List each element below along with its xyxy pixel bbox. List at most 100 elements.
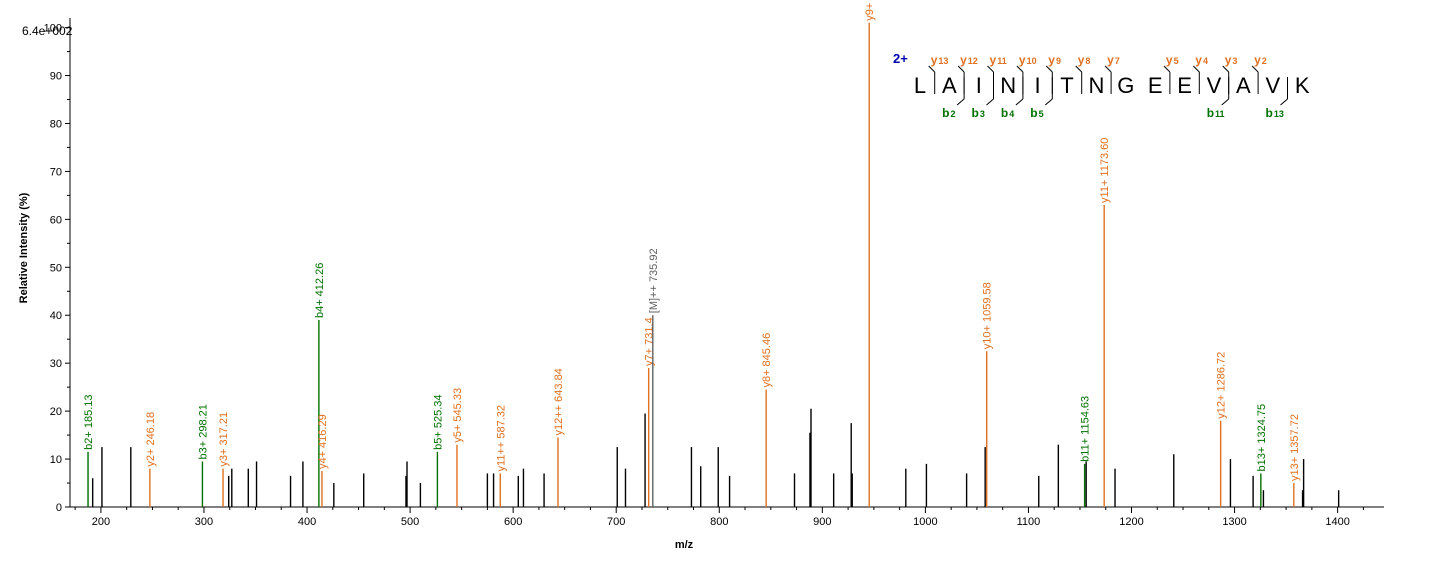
sequence-residue: T	[1060, 73, 1073, 98]
y-ion-label: y9	[1048, 53, 1061, 67]
y-ion-label: y12	[960, 53, 978, 67]
b-ion-tick	[1221, 98, 1230, 106]
x-tick-label: 1100	[1017, 516, 1041, 528]
y-ion-tick	[957, 65, 965, 73]
y-tick-label: 50	[50, 262, 62, 274]
peak-label: y9+ 946.50	[864, 0, 876, 21]
sequence-residue: I	[976, 73, 982, 98]
peak-label: y11+ 1173.60	[1099, 138, 1111, 203]
peak-label: b5+ 525.34	[432, 394, 444, 449]
peak-label: [M]++ 735.92	[648, 248, 660, 313]
x-tick-label: 400	[298, 516, 316, 528]
y-ion-tick	[1045, 65, 1053, 73]
y-ion-label: y10	[1019, 53, 1037, 67]
sequence-residue: I	[1035, 73, 1041, 98]
y-ion-tick	[987, 65, 994, 73]
y-ion-label: y2	[1254, 53, 1267, 67]
peak-label: y11++ 587.32	[495, 405, 507, 471]
peak-label: y3+ 317.21	[218, 412, 230, 467]
b-ion-tick	[1280, 98, 1288, 106]
x-tick-label: 800	[710, 516, 728, 528]
peak-label: y8+ 845.46	[761, 333, 773, 388]
sequence-residue: V	[1207, 73, 1222, 98]
x-tick-label: 700	[607, 516, 625, 528]
x-tick-label: 600	[504, 516, 522, 528]
y-ion-label: y8	[1078, 53, 1091, 67]
scale-label: 6.4e+002	[22, 24, 73, 38]
x-tick-label: 1000	[913, 516, 937, 528]
x-axis-title: m/z	[675, 539, 694, 551]
y-tick-label: 0	[56, 502, 62, 514]
peak-label: y12+ 1286.72	[1216, 352, 1228, 419]
sequence-residue: A	[1236, 73, 1251, 98]
sequence-residue: L	[914, 73, 926, 98]
b-ion-tick	[956, 98, 965, 106]
sequence-residue: G	[1117, 73, 1134, 98]
y-ion-tick	[1222, 65, 1230, 73]
b-ion-label: b2	[942, 106, 955, 120]
peak-label: b13+ 1324.75	[1256, 404, 1268, 472]
y-ion-label: y7	[1107, 53, 1120, 67]
peak-label: y7+ 731.4	[644, 317, 656, 366]
charge-label: 2+	[893, 51, 908, 66]
x-tick-label: 1300	[1222, 516, 1246, 528]
x-tick-label: 1400	[1325, 516, 1349, 528]
sequence-residue: V	[1265, 73, 1280, 98]
peak-label: b11+ 1154.63	[1080, 396, 1092, 462]
sequence-residue: E	[1148, 73, 1163, 98]
labeled-peaks: b2+ 185.13 y2+ 246.18 b3+ 298.21 y3+ 317.21…	[83, 0, 1301, 507]
sequence-residue: N	[1088, 73, 1104, 98]
y-ion-label: y11	[990, 53, 1007, 67]
b-ion-tick	[986, 98, 994, 106]
peak-label: y5+ 545.33	[452, 388, 464, 443]
y-axis-title: Relative Intensity (%)	[18, 192, 30, 303]
b-ion-label: b11	[1207, 106, 1225, 120]
y-ion-tick	[1192, 65, 1200, 73]
y-ion-tick	[1075, 65, 1083, 73]
b-ion-label: b4	[1001, 106, 1014, 120]
sequence-residue: E	[1177, 73, 1192, 98]
y-tick-label: 80	[50, 118, 62, 130]
y-ion-tick	[928, 65, 936, 73]
b-ion-label: b13	[1266, 106, 1284, 120]
peak-label: b2+ 185.13	[83, 394, 95, 449]
y-ion-label: y3	[1225, 53, 1238, 67]
y-ion-label: y13	[931, 53, 949, 67]
x-tick-label: 1200	[1119, 516, 1143, 528]
x-axis: 200 300 400 500 600 700 800 900 1000 1100 1200 1300…	[74, 507, 1364, 528]
unlabeled-peaks	[91, 408, 1340, 507]
peak-label: y13+ 1357.72	[1289, 414, 1301, 481]
y-tick-label: 70	[50, 166, 62, 178]
sequence-residue: K	[1295, 73, 1310, 98]
peak-label: y2+ 246.18	[145, 412, 157, 467]
y-tick-label: 90	[50, 71, 62, 83]
y-axis: 0 10 20 30 40 50 60 70 80 90 100	[44, 23, 70, 514]
x-tick-label: 900	[813, 516, 831, 528]
y-tick-label: 40	[50, 310, 62, 322]
sequence-residue: N	[1000, 73, 1016, 98]
x-tick-label: 500	[401, 516, 419, 528]
peak-label: y12++ 643.84	[553, 368, 565, 435]
y-ion-label: y5	[1166, 53, 1179, 67]
y-tick-label: 10	[50, 454, 62, 466]
y-ion-tick	[1016, 65, 1024, 73]
y-ion-label: y4	[1195, 53, 1208, 67]
y-tick-label: 100	[44, 23, 62, 35]
b-ion-tick	[1044, 98, 1053, 106]
sequence-residue: A	[942, 73, 957, 98]
y-tick-label: 60	[50, 214, 62, 226]
b-ion-label: b5	[1030, 106, 1043, 120]
y-ion-tick	[1104, 65, 1112, 73]
y-tick-label: 30	[50, 358, 62, 370]
x-tick-label: 200	[92, 516, 110, 528]
peak-label: y10+ 1059.58	[982, 282, 994, 349]
peak-label: b3+ 298.21	[197, 404, 209, 459]
peak-label: y4+ 416.29	[317, 414, 329, 469]
b-ion-tick	[1015, 98, 1024, 106]
peak-label: b4+ 412.26	[314, 263, 326, 318]
y-ion-tick	[1251, 65, 1259, 73]
x-tick-label: 300	[195, 516, 213, 528]
y-tick-label: 20	[50, 406, 62, 418]
